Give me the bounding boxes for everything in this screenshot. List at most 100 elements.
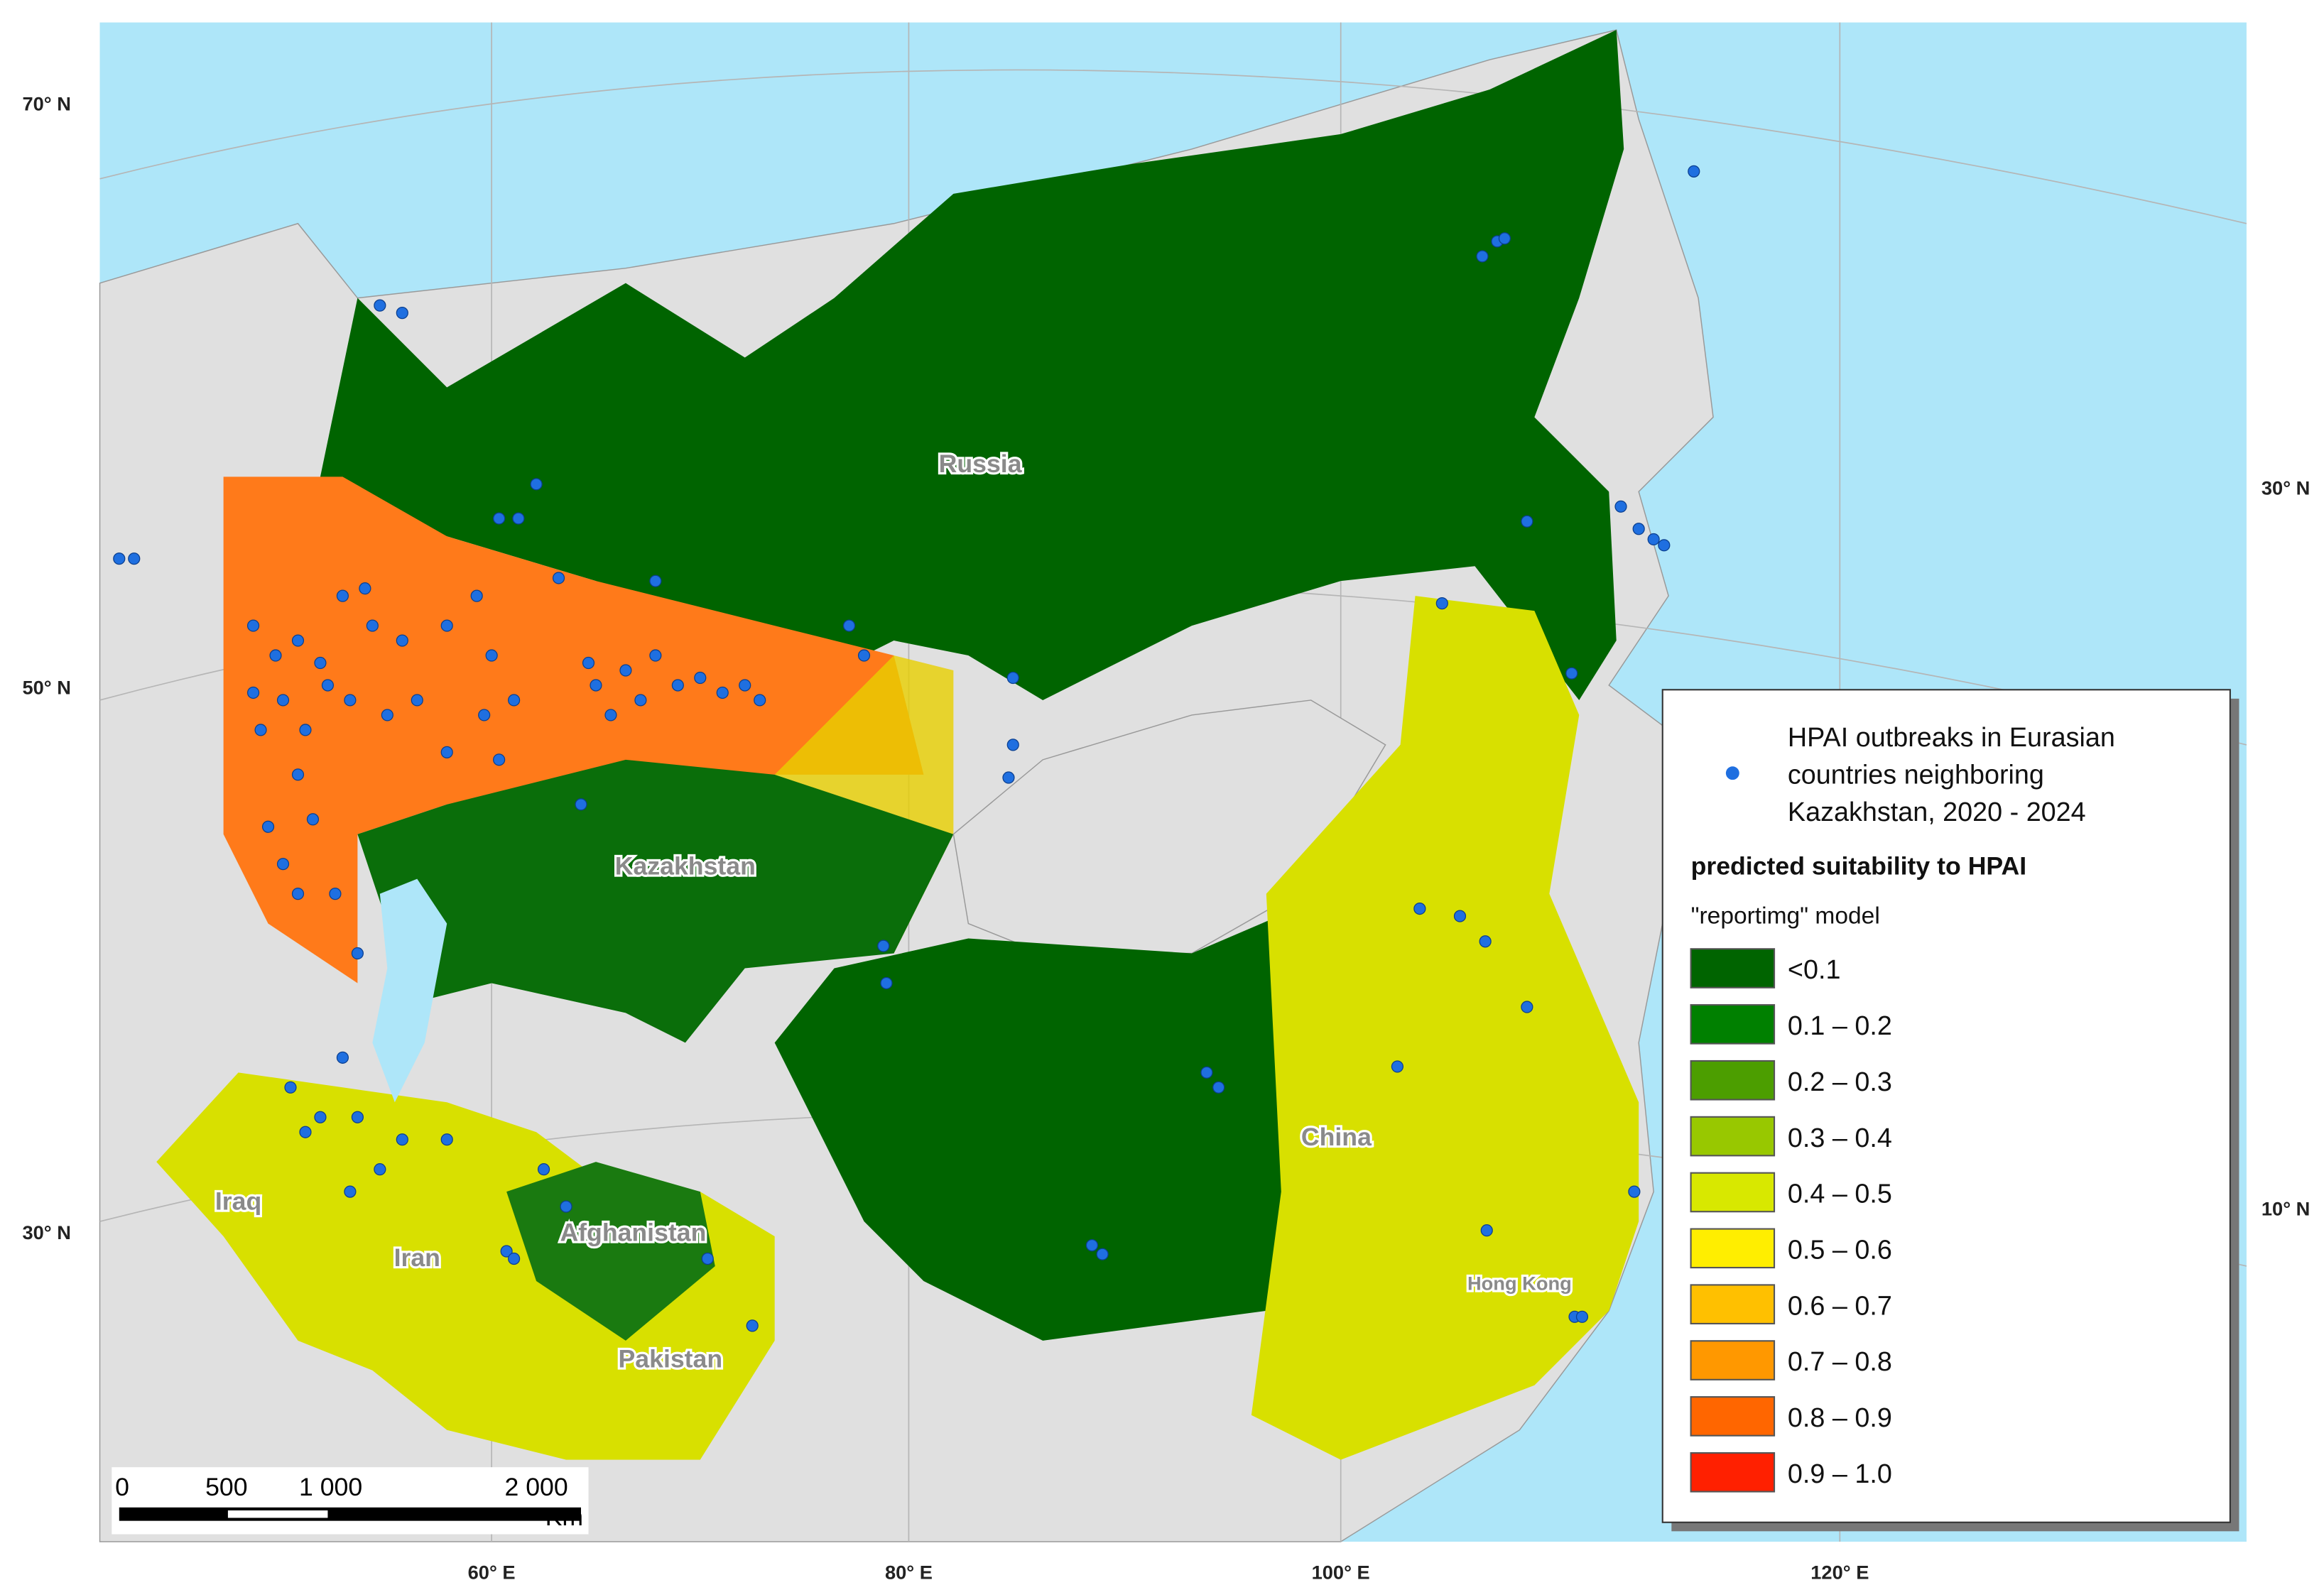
outbreak-point — [512, 512, 525, 525]
outbreak-point — [694, 671, 707, 685]
outbreak-point — [1575, 1310, 1589, 1323]
scale-label: 500 — [205, 1473, 247, 1501]
outbreak-point — [746, 1319, 759, 1332]
outbreak-point — [440, 1133, 453, 1146]
outbreak-point — [582, 656, 595, 670]
outbreak-point — [649, 574, 662, 587]
region-label: Hong Kong — [1467, 1273, 1572, 1295]
outbreak-point — [440, 746, 453, 758]
outbreak-point — [366, 619, 379, 632]
suitability-low — [320, 30, 1624, 700]
outbreak-point — [470, 589, 483, 602]
outbreak-point — [329, 888, 342, 900]
outbreak-point — [604, 709, 617, 721]
outbreak-point — [299, 724, 312, 736]
outbreak-point — [1688, 165, 1700, 178]
suitability-low — [506, 1162, 715, 1341]
outbreak-point — [1632, 523, 1645, 535]
legend-swatch — [1690, 1396, 1776, 1437]
outbreak-point — [381, 709, 393, 721]
outbreak-point — [1628, 1185, 1641, 1198]
outbreak-point — [671, 679, 684, 692]
outbreak-point — [880, 976, 893, 990]
outbreak-point — [374, 1163, 386, 1176]
legend-swatch — [1690, 948, 1776, 988]
outbreak-point — [701, 1252, 714, 1265]
legend-class-label: 0.4 – 0.5 — [1788, 1179, 1892, 1209]
scale-bar-box — [112, 1467, 589, 1535]
outbreak-point — [291, 634, 305, 647]
outbreak-point — [128, 552, 141, 565]
outbreak-point — [336, 1051, 349, 1064]
outbreak-point — [291, 768, 305, 781]
outbreak-point — [1565, 667, 1578, 680]
region-label: Afghanistan — [560, 1218, 706, 1246]
suitability-low — [774, 744, 1401, 1341]
outbreak-point — [396, 307, 408, 320]
outbreak-point — [478, 709, 491, 721]
lon-label: 60° E — [468, 1561, 516, 1583]
lon-label: 120° E — [1810, 1561, 1869, 1583]
outbreak-point — [246, 686, 260, 699]
lat-label: 30° N — [2261, 477, 2310, 499]
outbreak-point — [560, 1200, 572, 1213]
outbreak-point — [314, 1111, 327, 1123]
outbreak-point — [634, 694, 647, 707]
outbreak-point — [284, 1081, 297, 1094]
legend-text: Kazakhstan, 2020 - 2024 — [1788, 797, 2086, 827]
lat-label: 50° N — [22, 677, 70, 699]
outbreak-point — [351, 947, 364, 960]
outbreak-point — [411, 694, 423, 707]
outbreak-point — [314, 656, 327, 670]
outbreak-point — [1085, 1239, 1099, 1252]
scale-label: 0 — [115, 1473, 129, 1501]
legend-class-label: 0.1 – 0.2 — [1788, 1011, 1892, 1040]
legend-classes: <0.1 0.1 – 0.2 0.2 – 0.3 0.3 – 0.4 0.4 – 0.5… — [1690, 948, 1892, 1493]
legend-swatch — [1690, 1172, 1776, 1213]
region-label: Pakistan — [619, 1345, 723, 1373]
legend-class-label: 0.2 – 0.3 — [1788, 1067, 1892, 1096]
outbreak-point — [1476, 250, 1489, 263]
region-label: Kazakhstan — [615, 851, 756, 880]
outbreak-point — [500, 1245, 513, 1258]
outbreak-point — [508, 694, 521, 707]
legend-class-label: 0.6 – 0.7 — [1788, 1290, 1892, 1320]
region-label: Iran — [394, 1243, 440, 1272]
outbreak-point — [857, 649, 871, 662]
legend-class-label: 0.3 – 0.4 — [1788, 1123, 1892, 1153]
legend: HPAI outbreaks in Eurasian countries nei… — [1661, 689, 2239, 1532]
outbreak-point — [321, 679, 335, 692]
outbreak-point — [1002, 771, 1015, 784]
outbreak-point — [276, 694, 290, 707]
outbreak-point — [1435, 597, 1448, 610]
legend-title: predicted suitability to HPAI — [1691, 851, 2027, 880]
legend-text: countries neighboring — [1788, 759, 2044, 789]
outbreak-point — [716, 686, 729, 699]
scale-label: 2 000 — [504, 1473, 568, 1501]
outbreak-point — [1413, 903, 1426, 915]
lat-label: 10° N — [2261, 1198, 2310, 1220]
legend-swatch — [1690, 1451, 1776, 1493]
legend-swatch — [1690, 1340, 1776, 1380]
outbreak-point — [276, 858, 290, 871]
scale-bar-segment — [119, 1507, 582, 1521]
suitability-mid — [156, 1072, 775, 1460]
outbreak-points — [113, 165, 1700, 1332]
outbreak-point — [396, 634, 408, 647]
outbreak-point — [254, 724, 267, 736]
suitability-mid — [1251, 596, 1639, 1460]
outbreak-point — [1200, 1066, 1213, 1079]
lon-label: 80° E — [885, 1561, 933, 1583]
outbreak-point — [1212, 1081, 1225, 1094]
outbreak-point — [739, 679, 751, 692]
outbreak-point — [508, 1252, 521, 1265]
region-label: Russia — [939, 450, 1023, 478]
legend-swatch — [1690, 1228, 1776, 1269]
legend-class-label: <0.1 — [1788, 954, 1841, 984]
lat-label: 30° N — [22, 1221, 70, 1243]
region-label: Iraq — [215, 1187, 261, 1215]
outbreak-point — [344, 694, 357, 707]
outbreak-point — [1614, 500, 1627, 513]
suitability-low — [357, 759, 954, 1043]
